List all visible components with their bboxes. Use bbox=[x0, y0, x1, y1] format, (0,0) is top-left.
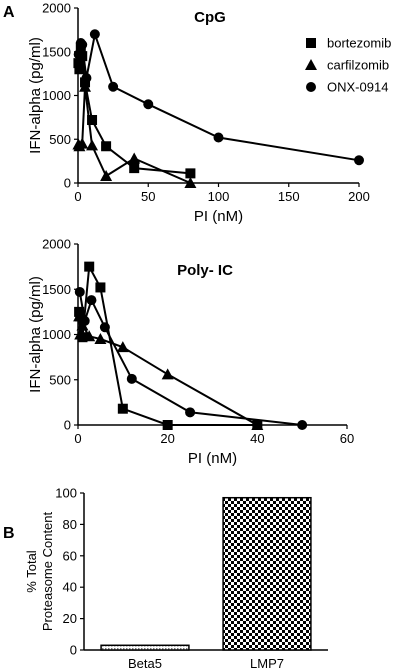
cpg-point-square bbox=[73, 58, 84, 69]
polyic-y-tick-label: 1000 bbox=[42, 327, 71, 342]
polyic-y-tick-label: 0 bbox=[64, 418, 71, 433]
polyic-title: Poly- IC bbox=[177, 262, 233, 279]
proteasome-x-tick-label: Beta5 bbox=[128, 656, 162, 668]
cpg-point-circle bbox=[73, 49, 84, 60]
cpg-y-tick-label: 1000 bbox=[42, 88, 71, 103]
cpg-point-square bbox=[74, 64, 85, 75]
cpg-point-circle bbox=[81, 73, 92, 83]
chart-polyic: 0 500 1000 1500 2000 0 20 40 60 PI (nM) IFN-alpha … bbox=[27, 237, 354, 468]
polyic-y-axis-label: IFN-alpha (pg/ml) bbox=[27, 276, 44, 393]
cpg-legend-square-label: bortezomib bbox=[327, 36, 391, 51]
cpg-x-axis-label: PI (nM) bbox=[194, 208, 243, 225]
cpg-point-circle bbox=[77, 39, 88, 50]
chart-cpg: 0 500 1000 1500 2000 0 50 100 150 200 PI (nM) IFN-a… bbox=[27, 1, 391, 226]
polyic-point-triangle bbox=[251, 419, 264, 430]
chart-proteasome: 0 20 40 60 80 100 Beta5 LMP7 % TotalProteasome C… bbox=[24, 486, 328, 668]
polyic-x-axis-label: PI (nM) bbox=[188, 450, 237, 467]
polyic-point-triangle bbox=[161, 368, 174, 380]
polyic-x-tick-label: 40 bbox=[250, 431, 264, 446]
cpg-legend-triangle-marker bbox=[305, 59, 317, 70]
polyic-point-square bbox=[84, 261, 95, 272]
cpg-y-axis-label: IFN-alpha (pg/ml) bbox=[27, 37, 44, 154]
cpg-point-square bbox=[87, 115, 98, 125]
cpg-point-square bbox=[129, 163, 140, 174]
polyic-y-tick-label: 1500 bbox=[42, 282, 71, 297]
polyic-series-square-line bbox=[78, 263, 258, 426]
polyic-point-circle bbox=[297, 420, 308, 430]
cpg-x-tick-label: 100 bbox=[208, 189, 230, 204]
polyic-point-circle bbox=[126, 373, 137, 384]
cpg-title: CpG bbox=[194, 9, 226, 26]
polyic-point-triangle bbox=[116, 341, 129, 353]
polyic-y-tick-label: 2000 bbox=[42, 237, 71, 252]
cpg-point-circle bbox=[213, 132, 224, 143]
cpg-point-square bbox=[185, 168, 196, 179]
cpg-y-tick-label: 0 bbox=[64, 176, 71, 191]
cpg-point-triangle bbox=[100, 170, 113, 181]
polyic-x-tick-label: 20 bbox=[160, 431, 174, 446]
cpg-point-circle bbox=[108, 81, 119, 92]
cpg-point-triangle bbox=[86, 139, 99, 151]
cpg-x-tick-label: 200 bbox=[348, 189, 370, 204]
polyic-point-triangle bbox=[74, 328, 87, 340]
polyic-point-circle bbox=[74, 286, 85, 297]
polyic-x-tick-label: 0 bbox=[74, 431, 81, 446]
cpg-y-tick-label: 1500 bbox=[42, 44, 71, 59]
polyic-point-square bbox=[95, 282, 106, 293]
polyic-point-circle bbox=[185, 407, 196, 418]
cpg-point-triangle bbox=[128, 152, 141, 164]
cpg-point-circle bbox=[143, 99, 154, 110]
polyic-point-circle bbox=[99, 322, 110, 333]
polyic-point-circle bbox=[86, 295, 97, 306]
proteasome-y-tick-label: 80 bbox=[63, 517, 77, 532]
proteasome-y-tick-label: 0 bbox=[70, 643, 77, 658]
cpg-x-tick-label: 0 bbox=[74, 189, 81, 204]
polyic-point-triangle bbox=[83, 330, 96, 342]
cpg-legend-triangle-label: carfilzomib bbox=[327, 58, 389, 73]
proteasome-y-tick-label: 40 bbox=[63, 580, 77, 595]
cpg-y-tick-label: 500 bbox=[49, 132, 71, 147]
cpg-legend-circle-marker bbox=[306, 82, 316, 92]
cpg-point-circle bbox=[354, 155, 364, 166]
cpg-legend-square-marker bbox=[306, 38, 316, 48]
cpg-point-triangle bbox=[79, 80, 92, 92]
cpg-point-square bbox=[101, 141, 112, 152]
polyic-point-triangle bbox=[94, 333, 107, 345]
cpg-legend-circle-label: ONX-0914 bbox=[327, 80, 388, 95]
cpg-point-triangle bbox=[76, 137, 89, 149]
cpg-point-triangle bbox=[184, 177, 197, 188]
polyic-point-circle bbox=[79, 315, 90, 326]
polyic-x-tick-label: 60 bbox=[340, 431, 354, 446]
panel-b-letter: B bbox=[3, 525, 15, 542]
proteasome-bar-beta5 bbox=[100, 644, 190, 651]
proteasome-bar-lmp7 bbox=[222, 496, 312, 651]
polyic-point-square bbox=[117, 403, 128, 414]
proteasome-y-tick-label: 100 bbox=[55, 486, 77, 501]
cpg-x-tick-label: 150 bbox=[278, 189, 300, 204]
proteasome-y-tick-label: 20 bbox=[63, 611, 77, 626]
proteasome-y-axis-label: % TotalProteasome Content bbox=[24, 511, 55, 631]
proteasome-y-tick-label: 60 bbox=[63, 548, 77, 563]
polyic-y-tick-label: 500 bbox=[49, 372, 71, 387]
proteasome-x-tick-label: LMP7 bbox=[250, 656, 284, 668]
cpg-y-tick-label: 2000 bbox=[42, 1, 71, 16]
cpg-point-circle bbox=[89, 29, 100, 40]
panel-a-letter: A bbox=[3, 4, 15, 21]
polyic-point-square bbox=[162, 420, 173, 430]
cpg-legend: bortezomib carfilzomib ONX-0914 bbox=[305, 36, 391, 95]
cpg-x-tick-label: 50 bbox=[141, 189, 155, 204]
